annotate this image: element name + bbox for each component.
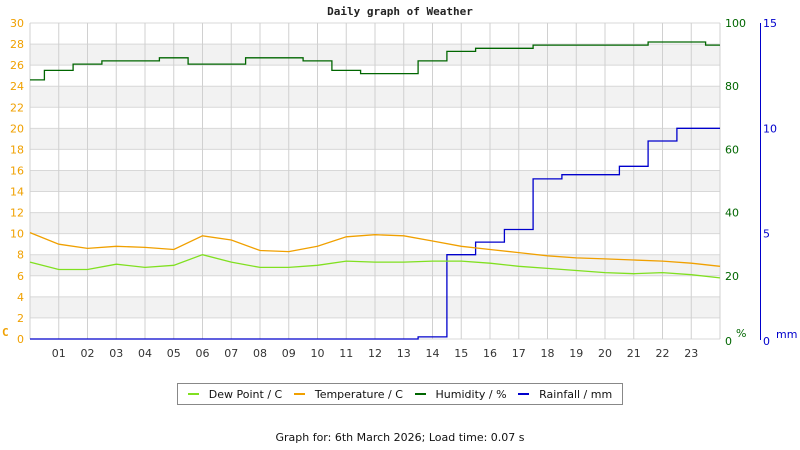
y-tick-humidity: 0 — [725, 335, 732, 348]
humidity-line — [30, 41, 720, 81]
legend-item-rainfall: Rainfall / mm — [518, 388, 612, 401]
y-tick-humidity: 60 — [725, 143, 739, 156]
y-tick-rainfall: 15 — [763, 17, 777, 30]
y-tick-left: 2 — [17, 312, 24, 325]
x-tick: 14 — [426, 347, 440, 360]
y-tick-left: 8 — [17, 249, 24, 262]
y-tick-rainfall: 0 — [763, 335, 770, 348]
dew-point-line — [29, 254, 721, 279]
weather-chart: 024681012141618202224262830C020406080100… — [2, 17, 797, 360]
y-tick-left: 12 — [10, 207, 24, 220]
y-tick-left: 14 — [10, 186, 24, 199]
temperature-swatch — [293, 393, 305, 395]
x-tick: 13 — [397, 347, 411, 360]
y-tick-left: 18 — [10, 143, 24, 156]
legend-item-temperature: Temperature / C — [293, 387, 403, 401]
x-tick: 18 — [541, 347, 555, 360]
humidity-swatch — [414, 393, 426, 395]
x-tick: 10 — [311, 347, 325, 360]
x-tick: 16 — [483, 347, 497, 360]
humidity-axis-label: % — [736, 327, 746, 340]
legend-label: Dew Point / C — [208, 387, 283, 401]
legend-label: Temperature / C — [314, 387, 403, 401]
x-tick: 23 — [684, 347, 698, 360]
legend-label: Rainfall / mm — [539, 387, 613, 401]
legend-label: Humidity / % — [435, 387, 507, 401]
y-tick-humidity: 100 — [725, 17, 746, 30]
x-tick: 02 — [81, 347, 95, 360]
x-tick: 08 — [253, 347, 267, 360]
y-tick-left: 16 — [10, 164, 24, 177]
y-tick-left: 30 — [10, 17, 24, 30]
y-tick-left: 22 — [10, 101, 24, 114]
x-tick: 12 — [368, 347, 382, 360]
rainfall-swatch — [518, 393, 530, 395]
y-tick-humidity: 80 — [725, 80, 739, 93]
legend-item-humidity: Humidity / % — [414, 387, 507, 401]
rainfall-line — [30, 127, 720, 340]
x-tick: 04 — [138, 347, 152, 360]
x-tick: 20 — [598, 347, 612, 360]
y-tick-left: 24 — [10, 80, 24, 93]
x-tick: 07 — [224, 347, 238, 360]
left-axis-label: C — [2, 326, 9, 339]
y-tick-rainfall: 10 — [763, 122, 777, 135]
y-tick-left: 28 — [10, 38, 24, 51]
temperature-line — [29, 231, 721, 267]
x-tick: 11 — [339, 347, 353, 360]
y-tick-left: 26 — [10, 59, 24, 72]
dew-point-swatch — [187, 393, 199, 395]
x-tick: 05 — [167, 347, 181, 360]
y-tick-humidity: 20 — [725, 270, 739, 283]
x-tick: 01 — [52, 347, 66, 360]
chart-title: Daily graph of Weather — [327, 5, 473, 18]
y-tick-left: 6 — [17, 270, 24, 283]
x-tick: 19 — [569, 347, 583, 360]
x-tick: 15 — [454, 347, 468, 360]
x-tick: 03 — [109, 347, 123, 360]
y-tick-rainfall: 5 — [763, 228, 770, 241]
y-tick-left: 10 — [10, 228, 24, 241]
y-tick-left: 20 — [10, 122, 24, 135]
legend-item-dew-point: Dew Point / C — [187, 387, 283, 401]
x-tick: 06 — [196, 347, 210, 360]
x-tick: 21 — [627, 347, 641, 360]
y-tick-humidity: 40 — [725, 207, 739, 220]
chart-legend: Dew Point / C Temperature / C Humidity /… — [177, 383, 623, 405]
footer-status: Graph for: 6th March 2026; Load time: 0.… — [275, 431, 525, 444]
x-tick: 22 — [656, 347, 670, 360]
x-tick: 17 — [512, 347, 526, 360]
rainfall-axis-label: mm — [776, 328, 797, 341]
x-tick: 09 — [282, 347, 296, 360]
y-tick-left: 4 — [17, 291, 24, 304]
y-tick-left: 0 — [17, 333, 24, 346]
